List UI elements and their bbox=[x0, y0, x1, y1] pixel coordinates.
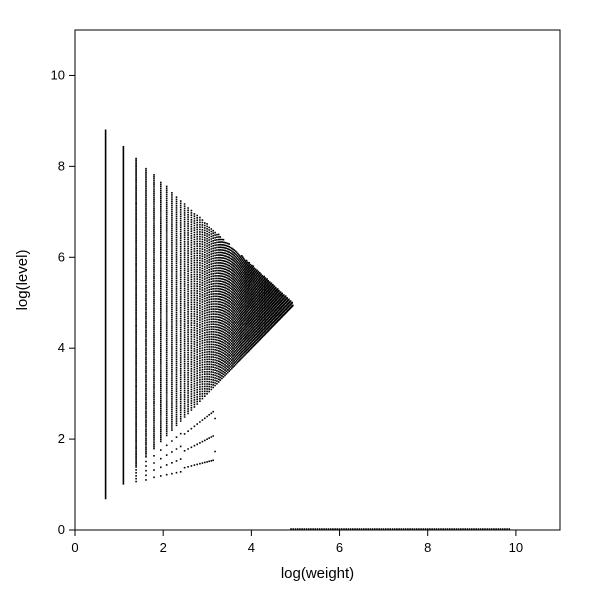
y-axis-label: log(level) bbox=[14, 250, 31, 311]
y-tick-label: 4 bbox=[58, 340, 65, 355]
y-tick-label: 8 bbox=[58, 158, 65, 173]
y-tick-label: 2 bbox=[58, 431, 65, 446]
x-tick-label: 10 bbox=[509, 540, 523, 555]
x-axis-label: log(weight) bbox=[281, 565, 354, 582]
x-tick-label: 2 bbox=[160, 540, 167, 555]
plot-border bbox=[75, 30, 560, 530]
x-tick-label: 4 bbox=[248, 540, 255, 555]
x-tick-label: 8 bbox=[424, 540, 431, 555]
scatter-chart: 0 2 4 6 8 10 0 2 4 6 8 10 log(weight) log(level) bbox=[0, 0, 600, 600]
chart-svg: 0 2 4 6 8 10 0 2 4 6 8 10 log(weight) log(level) bbox=[0, 0, 600, 600]
y-tick-label: 10 bbox=[51, 67, 65, 82]
scatter-points bbox=[105, 130, 510, 530]
y-tick-label: 6 bbox=[58, 249, 65, 264]
x-tick-label: 6 bbox=[336, 540, 343, 555]
y-tick-label: 0 bbox=[58, 522, 65, 537]
x-tick-label: 0 bbox=[71, 540, 78, 555]
